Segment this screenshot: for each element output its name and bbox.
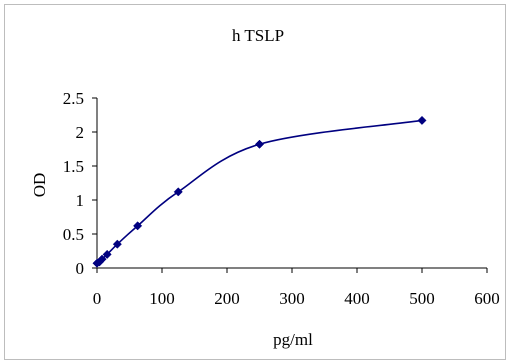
chart-title: h TSLP — [232, 26, 284, 45]
series-group — [92, 115, 427, 268]
x-tick-label: 300 — [279, 289, 305, 308]
x-tick-label: 100 — [149, 289, 175, 308]
y-tick-label: 2.5 — [63, 89, 84, 108]
x-tick-label: 600 — [474, 289, 500, 308]
data-point-marker — [173, 187, 183, 197]
x-tick-label: 200 — [214, 289, 240, 308]
x-tick-label: 0 — [93, 289, 102, 308]
y-axis-label: OD — [30, 173, 49, 198]
y-tick-label: 1 — [76, 191, 85, 210]
y-tick-label: 2 — [76, 123, 85, 142]
data-point-marker — [254, 139, 265, 149]
axes — [92, 97, 488, 273]
data-point-marker — [112, 239, 122, 249]
data-point-marker — [102, 249, 112, 259]
y-tick-label: 0.5 — [63, 225, 84, 244]
tick-labels: 0 0.5 1 1.5 2 2.5 0 100 200 300 400 500 600 — [63, 89, 500, 308]
x-axis-label: pg/ml — [273, 330, 313, 349]
chart-frame — [4, 4, 506, 360]
data-point-marker — [97, 254, 107, 264]
x-tick-label: 400 — [344, 289, 370, 308]
y-tick-label: 1.5 — [63, 157, 84, 176]
data-point-marker — [417, 115, 427, 125]
data-point-marker — [133, 221, 143, 231]
x-tick-label: 500 — [409, 289, 435, 308]
y-tick-label: 0 — [76, 259, 85, 278]
